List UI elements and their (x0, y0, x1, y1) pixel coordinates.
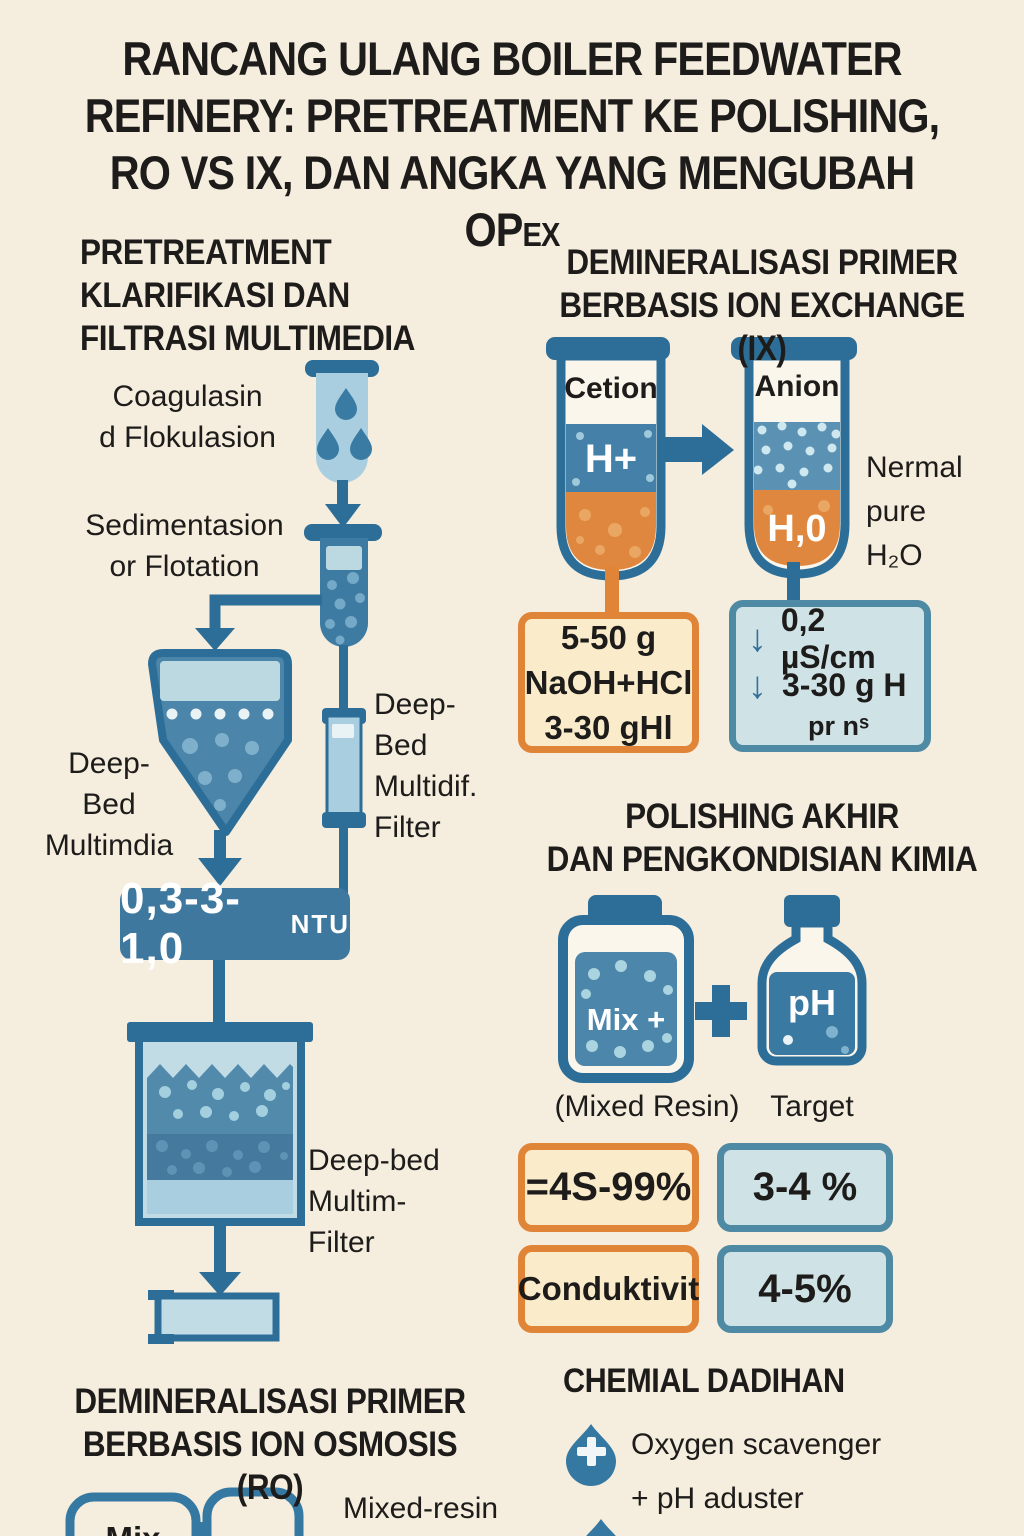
jar-label: Mix + (586, 1002, 666, 1037)
chemical-drop-plus-icon (566, 1424, 616, 1486)
outlet-pipe-icon (148, 1290, 280, 1344)
tank-label: Deep-bed Multim- Filter (308, 1144, 440, 1259)
ntu-value: 0,3-3-1,0 (120, 874, 241, 973)
section-title-chemicals: CHEMIAL DADIHAN (563, 1362, 845, 1400)
cation-tube-icon (546, 337, 670, 614)
anion-water-label: H,0 (767, 508, 827, 550)
cation-tube-label: Cetion (564, 372, 658, 405)
deep-bed-column-filter-icon (322, 708, 366, 828)
branch-pipe-arrow (195, 594, 322, 651)
sedimentation-tube-icon (304, 524, 382, 647)
mixed-resin-jar-icon (558, 895, 694, 1083)
column-filter-label: Deep- Bed Multidif. Filter (374, 688, 478, 844)
ph-bottle-icon (757, 895, 867, 1066)
result-row: ↓ 0,2 µS/cm (748, 601, 876, 675)
ntu-unit: NTU (290, 908, 350, 939)
coagulation-label: Coagulasin d Flokulasion (99, 380, 276, 454)
down-arrow-icon: ↓ (748, 664, 767, 707)
result-row: pr nˢ (808, 710, 870, 741)
bottle-caption: Target (770, 1090, 854, 1123)
ix-result-box: ↓ 0,2 µS/cm ↓ 3-30 g H pr nˢ (729, 600, 931, 752)
cation-ion-label: H+ (584, 437, 638, 481)
multimedia-tank-icon (127, 1022, 313, 1226)
polish-stat-box: 3-4 % (717, 1143, 893, 1232)
polish-stat-box: 4-5% (717, 1245, 893, 1333)
jar-caption: (Mixed Resin) (554, 1090, 740, 1123)
down-arrow-icon (199, 1222, 241, 1296)
ro-mix-bed-icon (65, 1487, 304, 1536)
plus-icon (695, 985, 747, 1037)
down-arrow-icon (198, 830, 242, 886)
ntu-result-badge: 0,3-3-1,0 NTU (120, 874, 350, 973)
down-arrow-icon: ↓ (748, 617, 767, 660)
result-row: ↓ 3-30 g H (748, 664, 907, 707)
anion-tube-icon (731, 337, 857, 612)
section-title-ro: DEMINERALISASI PRIMER BERBASIS ION OSMOS… (74, 1382, 466, 1507)
clarifier-label: Deep- Bed Multimdia (44, 747, 174, 862)
regenerant-dose-box: 5-50 g NaOH+HCl 3-30 gHl (518, 612, 699, 753)
clarifier-funnel-icon (148, 649, 292, 836)
section-title-polishing: POLISHING AKHIR DAN PENGKONDISIAN KIMIA (546, 797, 978, 879)
section-title-pretreatment: PRETREATMENT KLARIFIKASI DAN FILTRASI MU… (80, 233, 415, 358)
page-title: RANCANG ULANG BOILER FEEDWATER REFINERY:… (61, 30, 962, 263)
polish-stat-box: Conduktivit (518, 1245, 699, 1333)
right-arrow-icon (658, 424, 734, 475)
chemical-item-line: + pH aduster (631, 1482, 804, 1515)
pipe (213, 958, 225, 1024)
section-title-ix: DEMINERALISASI PRIMER BERBASIS ION EXCHA… (559, 243, 965, 368)
down-arrow-icon (325, 480, 361, 528)
title-line-2: REFINERY: PRETREATMENT KE POLISHING, (84, 89, 940, 142)
pure-water-note: Nermal pure H₂O (866, 451, 963, 572)
sedimentation-label: Sedimentasion or Flotation (85, 509, 284, 583)
chemical-item-line: Oxygen scavenger (631, 1428, 882, 1461)
anion-tube-label: Anion (754, 370, 840, 403)
ro-note: Mixed-resin (343, 1492, 499, 1525)
ro-box-label: Mix (70, 1520, 196, 1536)
coagulation-dropper-icon (305, 360, 379, 483)
title-line-1: RANCANG ULANG BOILER FEEDWATER (122, 32, 902, 85)
title-line-3: RO VS IX, DAN ANGKA YANG MENGUBAH OPEX (109, 146, 915, 256)
polish-stat-box: =4S-99% (518, 1143, 699, 1232)
bottle-label: pH (788, 982, 836, 1023)
chemical-drop-icon (586, 1519, 616, 1536)
